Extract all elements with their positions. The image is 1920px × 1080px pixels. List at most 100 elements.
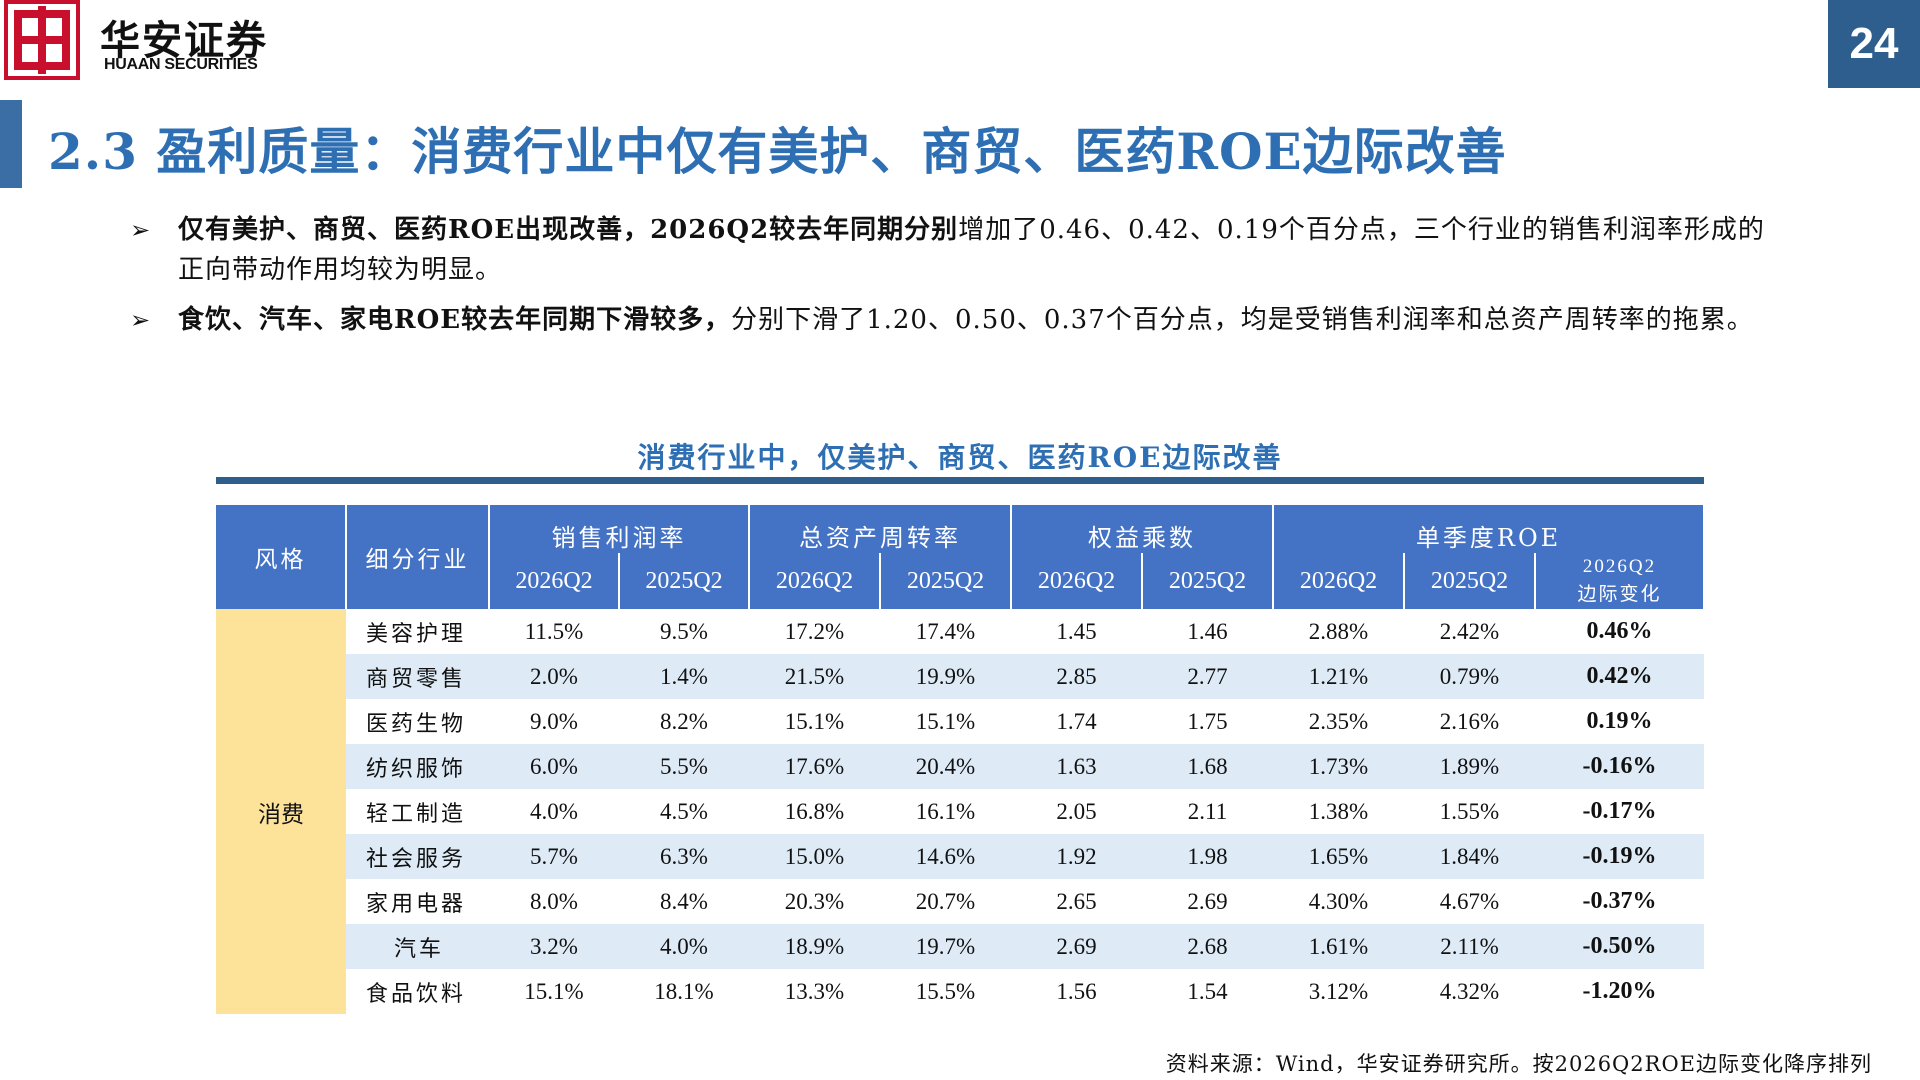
header-sub: 2025Q2 (880, 553, 1012, 609)
value-cell: 4.32% (1439, 978, 1500, 1004)
value-cell: 8.4% (660, 888, 708, 914)
header-group-roe: 单季度ROE (1273, 505, 1706, 553)
value-cell: 6.0% (489, 744, 619, 789)
header-industry: 细分行业 (346, 505, 490, 609)
value-cell: 8.2% (660, 708, 708, 734)
table-row: 家用电器 8.0% 8.4% 20.3% 20.7% 2.65 2.69 4.30% 4.67%… (216, 879, 1704, 924)
title-accent-bar (0, 100, 22, 188)
value-cell: 18.1% (654, 978, 714, 1004)
category-cell: 消费 (216, 609, 346, 1014)
value-cell: 20.4% (880, 744, 1011, 789)
value-cell: 13.3% (784, 978, 845, 1004)
value-cell: 1.56 (1056, 978, 1097, 1004)
value-cell: 2.35% (1308, 708, 1369, 734)
table-title-rule (216, 477, 1704, 484)
value-cell: 2.69 (1187, 888, 1228, 914)
value-cell: 2.85 (1011, 654, 1142, 699)
header-sub: 2026Q2 (1273, 553, 1405, 609)
roe-change-cell: -0.19% (1535, 834, 1705, 879)
header-sub: 2026Q2 (1011, 553, 1143, 609)
industry-cell: 医药生物 (366, 711, 467, 737)
roe-change-cell: 0.42% (1535, 654, 1705, 699)
value-cell: 1.55% (1439, 798, 1500, 824)
value-cell: 15.1% (524, 978, 584, 1004)
roe-change-cell: -0.17% (1582, 798, 1657, 824)
table-row: 社会服务 5.7% 6.3% 15.0% 14.6% 1.92 1.98 1.65% 1.84%… (216, 834, 1705, 879)
value-cell: 2.16% (1439, 708, 1500, 734)
roe-change-cell: -0.16% (1535, 744, 1705, 789)
value-cell: 3.12% (1308, 978, 1369, 1004)
value-cell: 4.0% (530, 798, 578, 824)
value-cell: 19.7% (880, 924, 1011, 969)
value-cell: 2.69 (1011, 924, 1142, 969)
value-cell: 1.61% (1273, 924, 1404, 969)
header-style: 风格 (216, 505, 347, 609)
value-cell: 1.65% (1273, 834, 1404, 879)
header-change: 2026Q2 边际变化 (1535, 553, 1706, 609)
page-title: 2.3 盈利质量：消费行业中仅有美护、商贸、医药ROE边际改善 (48, 122, 1507, 181)
roe-change-cell: -1.20% (1582, 978, 1657, 1004)
value-cell: 6.3% (619, 834, 749, 879)
header-group-turnover: 总资产周转率 (749, 505, 1012, 553)
company-logo-icon (4, 0, 80, 80)
bullet-text: 分别下滑了1.20、0.50、0.37个百分点，均是受销售利润率和总资产周转率的… (731, 305, 1754, 335)
value-cell: 9.5% (660, 618, 708, 644)
industry-cell: 轻工制造 (366, 801, 467, 827)
industry-cell: 食品饮料 (366, 981, 467, 1007)
roe-table: 风格 细分行业 销售利润率 总资产周转率 权益乘数 单季度ROE 2026Q2 … (216, 505, 1706, 1014)
value-cell: 18.9% (749, 924, 880, 969)
industry-cell: 家用电器 (366, 891, 467, 917)
value-cell: 1.92 (1011, 834, 1142, 879)
value-cell: 16.8% (784, 798, 845, 824)
value-cell: 1.74 (1056, 708, 1097, 734)
table-row: 医药生物 9.0% 8.2% 15.1% 15.1% 1.74 1.75 2.35% 2.16%… (216, 699, 1704, 744)
table-row: 食品饮料 15.1% 18.1% 13.3% 15.5% 1.56 1.54 3.12% 4.3… (216, 969, 1704, 1014)
arrow-bullet-icon: ➢ (130, 306, 152, 334)
value-cell: 11.5% (524, 618, 584, 644)
value-cell: 15.0% (749, 834, 880, 879)
table-row: 轻工制造 4.0% 4.5% 16.8% 16.1% 2.05 2.11 1.38% 1.55%… (216, 789, 1704, 834)
header-sub: 2025Q2 (619, 553, 750, 609)
value-cell: 15.5% (915, 978, 976, 1004)
value-cell: 1.38% (1308, 798, 1369, 824)
roe-change-cell: -0.37% (1582, 888, 1657, 914)
value-cell: 2.0% (489, 654, 619, 699)
brand-name-en: HUAAN SECURITIES (104, 56, 258, 73)
bullet-item: ➢ 食饮、汽车、家电ROE较去年同期下滑较多，分别下滑了1.20、0.50、0.… (130, 300, 1790, 340)
industry-cell: 汽车 (346, 924, 489, 969)
value-cell: 15.1% (784, 708, 845, 734)
header-sub: 2025Q2 (1404, 553, 1536, 609)
bullet-list: ➢ 仅有美护、商贸、医药ROE出现改善，2026Q2较去年同期分别增加了0.46… (130, 210, 1790, 350)
value-cell: 2.65 (1056, 888, 1097, 914)
table-row: 汽车 3.2% 4.0% 18.9% 19.7% 2.69 2.68 1.61% 2.11% -0… (216, 924, 1705, 969)
source-note: 资料来源：Wind，华安证券研究所。按2026Q2ROE边际变化降序排列 (1165, 1052, 1872, 1076)
table-title: 消费行业中，仅美护、商贸、医药ROE边际改善 (637, 441, 1283, 474)
value-cell: 20.3% (784, 888, 845, 914)
header-change-line1: 2026Q2 (1582, 556, 1657, 577)
value-cell: 2.11% (1404, 924, 1535, 969)
value-cell: 1.45 (1056, 618, 1097, 644)
value-cell: 2.77 (1142, 654, 1273, 699)
value-cell: 4.30% (1308, 888, 1369, 914)
value-cell: 1.68 (1142, 744, 1273, 789)
value-cell: 4.0% (619, 924, 749, 969)
table-row: 商贸零售 2.0% 1.4% 21.5% 19.9% 2.85 2.77 1.21% 0.79%… (216, 654, 1705, 699)
header-group-margin: 销售利润率 (489, 505, 750, 553)
value-cell: 2.68 (1142, 924, 1273, 969)
page-number: 24 (1828, 0, 1920, 88)
header-sub: 2026Q2 (489, 553, 620, 609)
roe-change-cell: 0.46% (1586, 618, 1653, 644)
industry-cell: 商贸零售 (346, 654, 489, 699)
value-cell: 17.6% (749, 744, 880, 789)
value-cell: 1.75 (1187, 708, 1228, 734)
value-cell: 1.63 (1011, 744, 1142, 789)
value-cell: 2.05 (1056, 798, 1097, 824)
header-sub: 2025Q2 (1142, 553, 1274, 609)
value-cell: 5.5% (619, 744, 749, 789)
value-cell: 1.54 (1187, 978, 1228, 1004)
header-sub: 2026Q2 (749, 553, 881, 609)
table-row: 纺织服饰 6.0% 5.5% 17.6% 20.4% 1.63 1.68 1.73% 1.89%… (216, 744, 1705, 789)
value-cell: 3.2% (489, 924, 619, 969)
value-cell: 19.9% (880, 654, 1011, 699)
value-cell: 9.0% (530, 708, 578, 734)
